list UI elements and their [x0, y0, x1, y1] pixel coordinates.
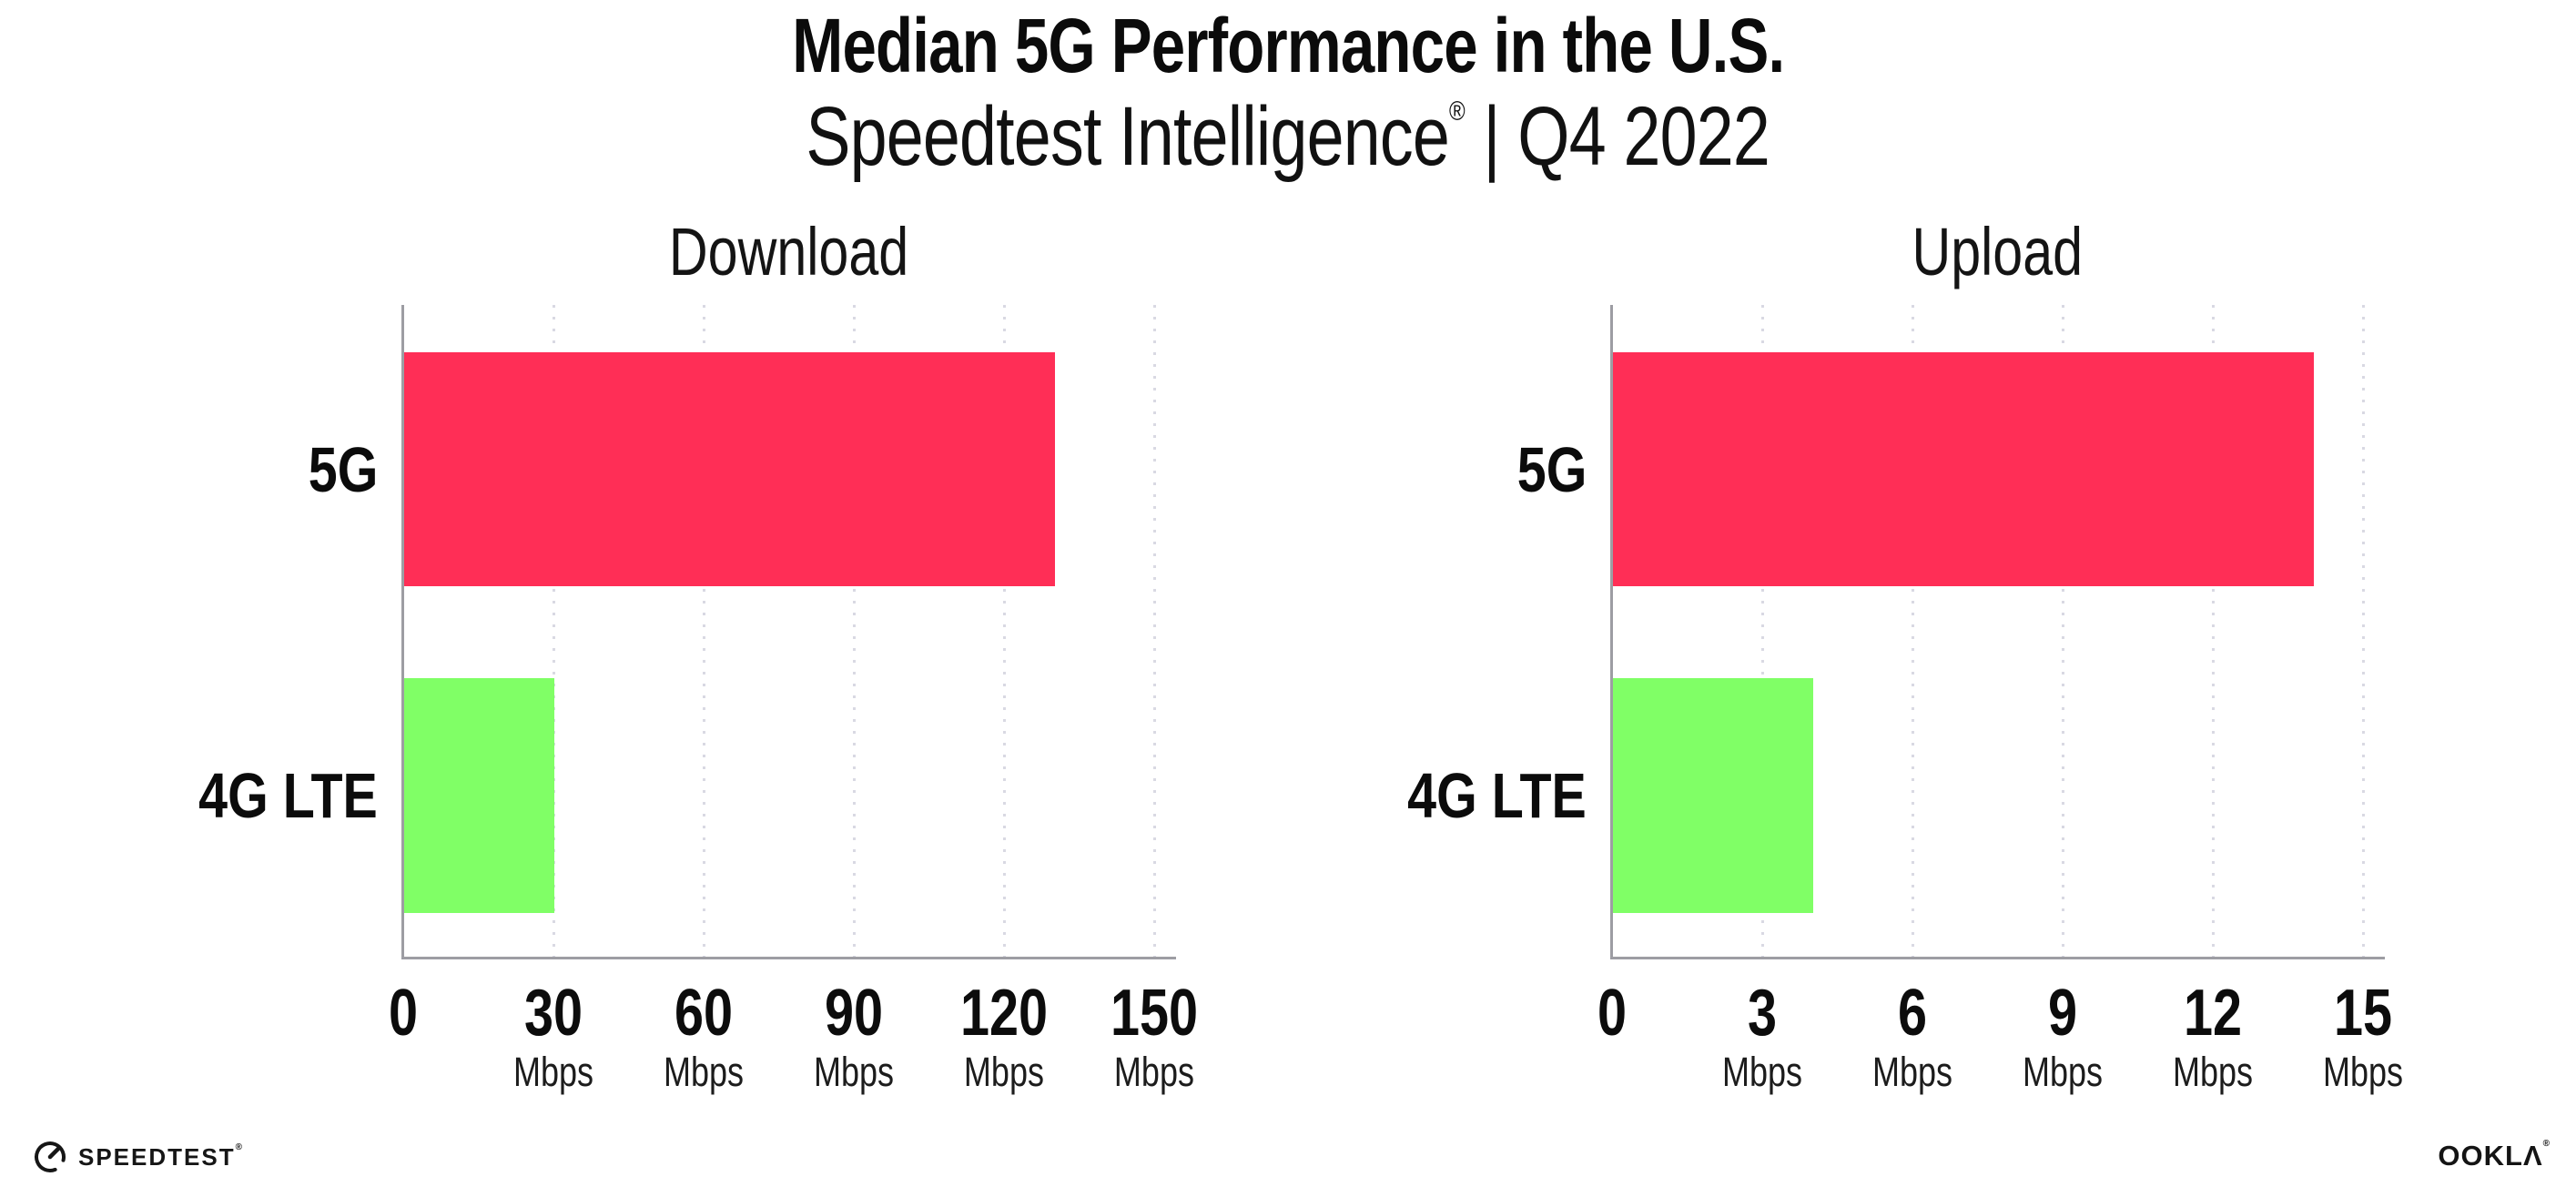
y-axis-line	[1610, 305, 1613, 959]
gridline-60	[703, 305, 705, 958]
x-tick-label-0: 0	[1594, 980, 1630, 1046]
category-label-5g: 5G	[1502, 437, 1587, 502]
x-tick-value: 150	[1110, 977, 1199, 1050]
x-tick-unit: Mbps	[2322, 1049, 2404, 1095]
x-tick-label-3: 3 Mbps	[1712, 980, 1812, 1092]
x-tick-unit: Mbps	[663, 1049, 745, 1095]
x-tick-unit: Mbps	[1721, 1049, 1803, 1095]
ookla-logo: OOKLΛ®	[2438, 1139, 2551, 1172]
bar-5g	[1613, 352, 2314, 586]
x-tick-value: 30	[523, 977, 583, 1050]
x-tick-unit: Mbps	[2172, 1049, 2254, 1095]
x-tick-unit: Mbps	[813, 1049, 895, 1095]
page-subtitle: Speedtest Intelligence® | Q4 2022	[0, 95, 2576, 178]
speedtest-logo-text: SPEEDTEST®	[78, 1142, 244, 1171]
category-label-text: 5G	[1516, 433, 1587, 505]
gridline-150	[1153, 305, 1156, 958]
chart-title-upload: Upload	[1612, 218, 2383, 286]
category-label-4g-lte: 4G LTE	[159, 763, 378, 828]
subtitle-period: | Q4 2022	[1465, 90, 1771, 183]
ookla-logo-text: OOKLΛ®	[2438, 1139, 2551, 1172]
x-tick-unit: Mbps	[963, 1049, 1045, 1095]
y-axis-line	[401, 305, 404, 959]
x-tick-label-30: 30 Mbps	[503, 980, 603, 1092]
x-tick-value: 90	[824, 977, 884, 1050]
x-tick-unit: Mbps	[512, 1049, 594, 1095]
category-label-5g: 5G	[293, 437, 378, 502]
x-tick-value: 0	[1597, 977, 1628, 1050]
x-tick-unit: Mbps	[2022, 1049, 2104, 1095]
x-tick-value: 15	[2333, 977, 2393, 1050]
x-tick-label-150: 150 Mbps	[1100, 980, 1209, 1092]
category-label-4g-lte: 4G LTE	[1368, 763, 1587, 828]
chart-title-text: Upload	[1912, 214, 2084, 289]
gridline-15	[2362, 305, 2365, 958]
bar-5g	[404, 352, 1055, 586]
speedtest-trademark-icon: ®	[235, 1142, 244, 1152]
subtitle-brand: Speedtest Intelligence	[806, 90, 1450, 183]
x-tick-value: 3	[1747, 977, 1778, 1050]
x-tick-label-12: 12 Mbps	[2163, 980, 2263, 1092]
x-tick-label-6: 6 Mbps	[1862, 980, 1962, 1092]
category-label-text: 4G LTE	[198, 760, 378, 831]
gridline-9	[2062, 305, 2064, 958]
speedtest-logo: SPEEDTEST®	[31, 1138, 244, 1176]
x-tick-value: 120	[959, 977, 1049, 1050]
x-tick-value: 12	[2183, 977, 2243, 1050]
x-tick-value: 0	[388, 977, 419, 1050]
category-label-text: 4G LTE	[1407, 760, 1587, 831]
gridline-12	[2212, 305, 2215, 958]
x-tick-value: 60	[674, 977, 734, 1050]
registered-mark-icon: ®	[1449, 96, 1465, 127]
x-tick-value: 6	[1897, 977, 1928, 1050]
chart-title-text: Download	[668, 214, 909, 289]
chart-title-download: Download	[403, 218, 1174, 286]
x-tick-label-0: 0	[385, 980, 421, 1046]
x-tick-label-9: 9 Mbps	[2013, 980, 2113, 1092]
x-tick-label-120: 120 Mbps	[949, 980, 1059, 1092]
x-axis-line	[1610, 957, 2385, 959]
gridline-120	[1003, 305, 1006, 958]
gridline-6	[1912, 305, 1914, 958]
x-tick-value: 9	[2047, 977, 2078, 1050]
x-tick-label-90: 90 Mbps	[804, 980, 904, 1092]
x-tick-unit: Mbps	[1871, 1049, 1953, 1095]
category-label-text: 5G	[308, 433, 378, 505]
ookla-wordmark: OOKLΛ	[2438, 1140, 2543, 1172]
bar-4g-lte	[404, 678, 554, 913]
x-tick-unit: Mbps	[1113, 1049, 1195, 1095]
bar-4g-lte	[1613, 678, 1813, 913]
gridline-90	[853, 305, 856, 958]
x-axis-line	[401, 957, 1176, 959]
speedtest-wordmark: SPEEDTEST	[78, 1143, 236, 1171]
gridline-30	[553, 305, 555, 958]
ookla-trademark-icon: ®	[2542, 1139, 2551, 1149]
page-title: Median 5G Performance in the U.S.	[0, 7, 2576, 84]
page-title-text: Median 5G Performance in the U.S.	[791, 3, 1785, 88]
page-subtitle-text: Speedtest Intelligence® | Q4 2022	[806, 95, 1771, 178]
x-tick-label-60: 60 Mbps	[654, 980, 754, 1092]
speedtest-gauge-icon	[35, 1141, 66, 1172]
x-tick-label-15: 15 Mbps	[2313, 980, 2413, 1092]
gridline-3	[1761, 305, 1764, 958]
